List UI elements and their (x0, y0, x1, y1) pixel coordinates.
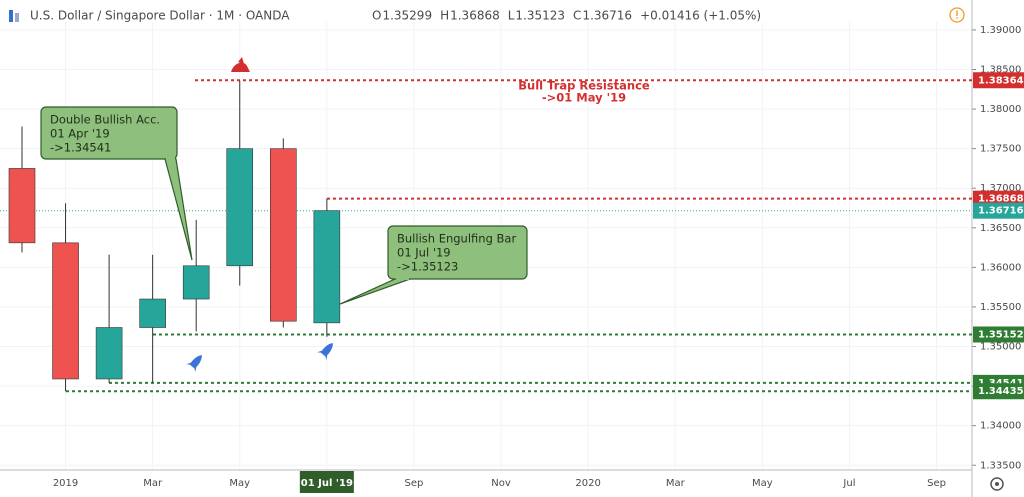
y-tick-label: 1.34000 (980, 421, 1021, 432)
callout-text: 01 Jul '19 (397, 246, 451, 260)
ohlc-value: 1.35299 (382, 9, 432, 23)
callout-seam (166, 157, 175, 160)
rocket-body (189, 355, 202, 369)
y-tick-label: 1.35000 (980, 342, 1021, 353)
callout-text: ->1.35123 (397, 260, 458, 274)
ohlc-key: O (372, 9, 381, 23)
candle-body (313, 210, 341, 324)
rocket-fin (186, 362, 197, 372)
x-tick-label: May (229, 478, 250, 489)
ohlc-value: 1.36716 (582, 9, 632, 23)
ohlc-key: L (508, 9, 515, 23)
logo (9, 10, 19, 22)
x-tick-label: 2020 (575, 478, 600, 489)
x-tick-label: Mar (143, 478, 163, 489)
rocket-body (320, 343, 333, 357)
x-tick-label: Jul (842, 478, 855, 489)
x-tick-label: Sep (927, 478, 946, 489)
price-label: 1.36868 (978, 194, 1024, 205)
price-label: 1.38364 (978, 75, 1024, 86)
alert-icon[interactable] (949, 7, 965, 23)
y-tick-label: 1.37500 (980, 144, 1021, 155)
change: +0.01416 (+1.05%) (640, 9, 761, 23)
price-label-box (973, 190, 1024, 207)
ohlc-value: 1.36868 (450, 9, 500, 23)
y-tick-label: 1.35500 (980, 302, 1021, 313)
price-label-box (973, 326, 1024, 343)
candle-body (182, 265, 210, 300)
callout-seam (396, 277, 409, 280)
candle-body (226, 148, 254, 267)
candle-body (139, 298, 166, 328)
y-tick-label: 1.33500 (980, 460, 1021, 471)
callout-text: 01 Apr '19 (50, 127, 110, 141)
y-tick-label: 1.36500 (980, 223, 1021, 234)
x-tick-label: 2019 (53, 478, 78, 489)
callout-text: Double Bullish Acc. (50, 113, 160, 127)
price-label: 1.36716 (978, 206, 1024, 217)
ohlc-value: 1.35123 (515, 9, 565, 23)
ohlc-key: H (440, 9, 449, 23)
price-label: 1.34435 (978, 386, 1024, 397)
candle-body (8, 168, 36, 244)
price-label-box (973, 72, 1024, 89)
callout-box (40, 106, 178, 160)
symbol-title: U.S. Dollar / Singapore Dollar · 1M · OA… (30, 9, 290, 23)
candle-body (269, 148, 297, 322)
y-tick-label: 1.37000 (980, 183, 1021, 194)
resistance-text: ->01 May '19 (542, 91, 626, 105)
bear-icon (231, 57, 250, 72)
price-label-box (973, 383, 1024, 400)
y-tick-label: 1.38000 (980, 104, 1021, 115)
rocket-fin (317, 350, 328, 360)
x-tick-label: Sep (405, 478, 424, 489)
rocket-icon (317, 343, 333, 360)
rocket-icon (186, 355, 202, 372)
callout-box (387, 225, 528, 280)
candle-body (52, 242, 79, 380)
x-label-highlight (299, 471, 354, 493)
y-tick-label: 1.38500 (980, 64, 1021, 75)
bear-shape (231, 57, 250, 72)
y-tick-label: 1.36000 (980, 262, 1021, 273)
resistance-text: Bull Trap Resistance (518, 79, 650, 93)
callout-text: Bullish Engulfing Bar (397, 232, 516, 246)
x-tick-label: May (752, 478, 773, 489)
price-label: 1.35152 (978, 329, 1024, 340)
callout: Double Bullish Acc.01 Apr '19->1.34541 (40, 106, 193, 261)
ohlc-key: C (573, 9, 581, 23)
price-label-box (973, 202, 1024, 219)
x-tick-label: Nov (491, 478, 511, 489)
callout-text: ->1.34541 (50, 141, 111, 155)
y-tick-label: 1.39000 (980, 25, 1021, 36)
settings-icon[interactable] (990, 477, 1004, 491)
x-tick-label: Mar (666, 478, 686, 489)
x-tick-label: 01 Jul '19 (301, 478, 353, 489)
candle-body (95, 327, 123, 380)
